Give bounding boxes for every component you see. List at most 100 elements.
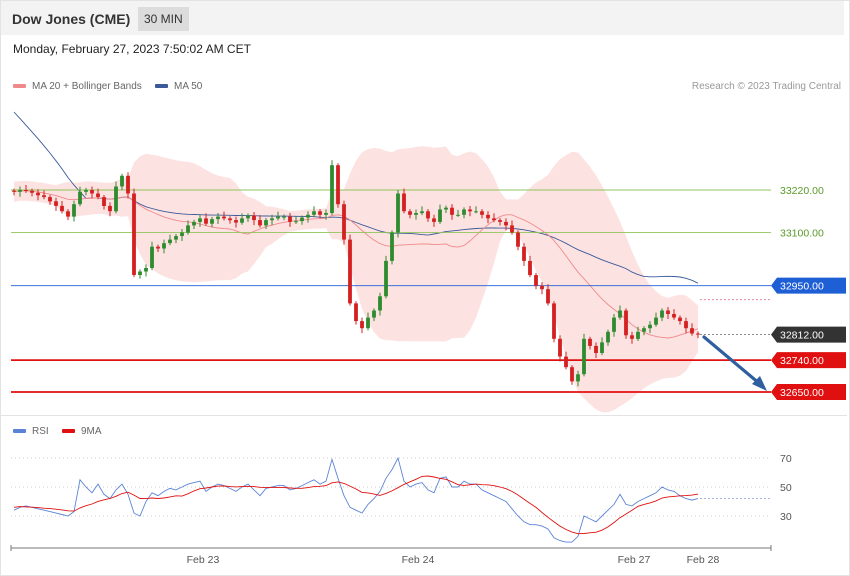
- legend-ma50: MA 50: [155, 81, 202, 92]
- candle-body: [372, 310, 376, 318]
- candle-body: [174, 236, 178, 240]
- rsi-swatch: [13, 429, 26, 434]
- candle-body: [618, 310, 622, 318]
- candle-body: [42, 195, 46, 198]
- candle-body: [240, 218, 244, 223]
- candle-body: [330, 165, 334, 213]
- candle-body: [696, 333, 700, 335]
- candle-body: [546, 289, 550, 304]
- candle-body: [564, 356, 568, 368]
- panel-divider: [1, 415, 847, 416]
- candle-body: [90, 190, 94, 194]
- support-price-tag: [771, 384, 846, 400]
- candle-body: [102, 197, 106, 206]
- candle-body: [576, 374, 580, 382]
- resistance-label: 33220.00: [780, 185, 824, 197]
- candle-body: [114, 186, 118, 212]
- candle-body: [492, 218, 496, 221]
- candle-body: [222, 216, 226, 219]
- candle-body: [486, 214, 490, 219]
- rsi-tick-label: 70: [780, 453, 792, 465]
- candle-body: [36, 192, 40, 196]
- candle-body: [210, 219, 214, 224]
- candle-body: [162, 243, 166, 249]
- candle-body: [342, 204, 346, 240]
- candle-body: [12, 190, 16, 192]
- candle-body: [306, 214, 310, 218]
- candles-group: [12, 160, 700, 387]
- candle-body: [672, 314, 676, 318]
- candle-body: [30, 190, 34, 193]
- candle-body: [516, 232, 520, 247]
- rsi-tick-label: 30: [780, 511, 792, 523]
- candle-body: [228, 218, 232, 221]
- credit-text: Research © 2023 Trading Central: [691, 81, 841, 92]
- projection-arrow: [702, 335, 762, 386]
- ma20-swatch: [13, 84, 26, 89]
- legend-rsi: RSI: [13, 426, 49, 437]
- candle-body: [522, 246, 526, 261]
- candle-body: [582, 338, 586, 375]
- candle-body: [408, 211, 412, 215]
- candle-body: [390, 232, 394, 261]
- resistance-label: 33100.00: [780, 228, 824, 240]
- ma50-swatch: [155, 84, 168, 89]
- candle-body: [360, 321, 364, 329]
- candle-body: [300, 217, 304, 222]
- legend-9ma: 9MA: [62, 426, 102, 437]
- pivot-price-label: 32950.00: [780, 281, 824, 293]
- candle-body: [432, 218, 436, 222]
- candle-body: [462, 209, 466, 215]
- candle-body: [78, 191, 82, 205]
- x-tick-label: Feb 27: [618, 554, 651, 566]
- timeframe-badge[interactable]: 30 MIN: [138, 7, 189, 31]
- candle-body: [666, 310, 670, 314]
- current-price-tag: [771, 326, 846, 343]
- candle-body: [84, 190, 88, 192]
- candle-body: [120, 175, 124, 187]
- candle-body: [450, 207, 454, 215]
- candle-body: [402, 193, 406, 212]
- candle-body: [336, 165, 340, 205]
- candle-body: [678, 317, 682, 322]
- support-price-tag: [771, 352, 846, 369]
- candle-body: [294, 221, 298, 223]
- instrument-title: Dow Jones (CME): [12, 11, 131, 27]
- candle-body: [132, 193, 136, 275]
- candle-body: [156, 246, 160, 249]
- projection-arrowhead: [752, 376, 767, 391]
- support-price-label: 32740.00: [780, 355, 824, 367]
- candle-body: [270, 218, 274, 221]
- legend-rsi-label: RSI: [32, 426, 49, 437]
- candle-body: [126, 175, 130, 194]
- candle-body: [660, 310, 664, 318]
- timestamp: Monday, February 27, 2023 7:50:02 AM CET: [13, 42, 251, 56]
- candle-body: [570, 367, 574, 382]
- candle-body: [72, 204, 76, 217]
- candle-body: [150, 246, 154, 268]
- candle-body: [480, 211, 484, 215]
- candle-body: [288, 216, 292, 222]
- candle-body: [630, 335, 634, 339]
- candle-body: [540, 285, 544, 290]
- chart-header: Dow Jones (CME) 30 MIN: [1, 1, 844, 35]
- candle-body: [654, 317, 658, 325]
- candle-body: [48, 197, 52, 202]
- rsi-line: [13, 456, 699, 543]
- legend-ma20: MA 20 + Bollinger Bands: [13, 81, 142, 92]
- candle-body: [318, 211, 322, 215]
- pivot-price-tag: [771, 277, 846, 294]
- candle-body: [216, 216, 220, 220]
- candle-body: [324, 213, 328, 215]
- support-price-label: 32650.00: [780, 387, 824, 399]
- candle-body: [624, 310, 628, 336]
- candle-body: [192, 221, 196, 226]
- candle-body: [636, 331, 640, 339]
- candle-body: [348, 239, 352, 304]
- candle-body: [510, 225, 514, 233]
- candle-body: [474, 211, 478, 213]
- candle-body: [594, 345, 598, 353]
- candle-body: [396, 193, 400, 233]
- candle-body: [312, 211, 316, 215]
